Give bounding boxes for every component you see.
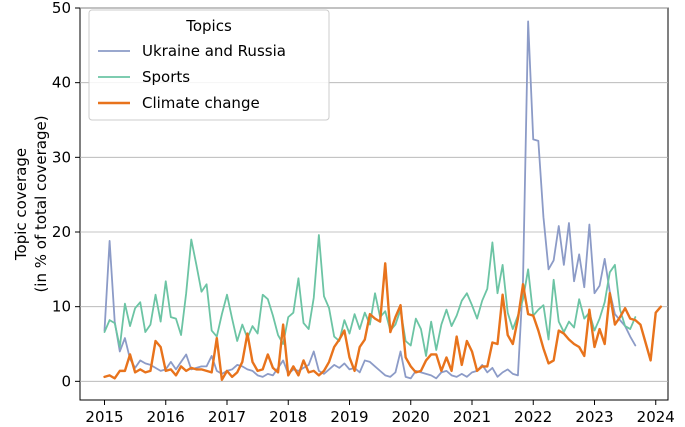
x-tick-label: 2017 <box>208 408 246 426</box>
x-tick-label: 2020 <box>392 408 430 426</box>
legend: Topics Ukraine and Russia Sports Climate c… <box>88 9 330 121</box>
legend-box <box>88 9 330 121</box>
legend-title: Topics <box>185 17 232 35</box>
x-tick-label: 2021 <box>453 408 491 426</box>
y-tick-label: 0 <box>61 372 71 390</box>
series-line-sports <box>103 234 637 357</box>
y-tick-label: 10 <box>52 298 71 316</box>
y-tick-label: 30 <box>52 148 71 166</box>
legend-label-sports: Sports <box>142 68 190 86</box>
series-layer <box>103 20 663 382</box>
y-axis-label-line2: (in % of total coverage) <box>32 115 50 292</box>
legend-entries: Ukraine and Russia Sports Climate change <box>98 42 286 112</box>
plot-area: 2015 2016 2017 2018 2019 2020 2021 2022 2023 2024… <box>52 0 675 426</box>
legend-label-ukraine-and-russia: Ukraine and Russia <box>142 42 286 60</box>
x-tick-label: 2022 <box>514 408 552 426</box>
legend-label-climate-change: Climate change <box>142 94 260 112</box>
x-tick-label: 2019 <box>330 408 368 426</box>
y-axis: 0 10 20 30 40 50 <box>52 0 80 390</box>
x-tick-label: 2023 <box>575 408 613 426</box>
y-axis-label-line1: Topic coverage <box>12 148 30 261</box>
y-tick-label: 20 <box>52 223 71 241</box>
x-tick-label: 2016 <box>147 408 185 426</box>
x-tick-label: 2015 <box>85 408 123 426</box>
x-tick-label: 2024 <box>637 408 675 426</box>
x-axis: 2015 2016 2017 2018 2019 2020 2021 2022 2023 2024 <box>85 400 675 426</box>
y-tick-label: 40 <box>52 74 71 92</box>
y-axis-label: Topic coverage (in % of total coverage) <box>12 115 50 292</box>
series-line-climate-change <box>103 262 663 382</box>
y-tick-label: 50 <box>52 0 71 17</box>
x-tick-label: 2018 <box>269 408 307 426</box>
